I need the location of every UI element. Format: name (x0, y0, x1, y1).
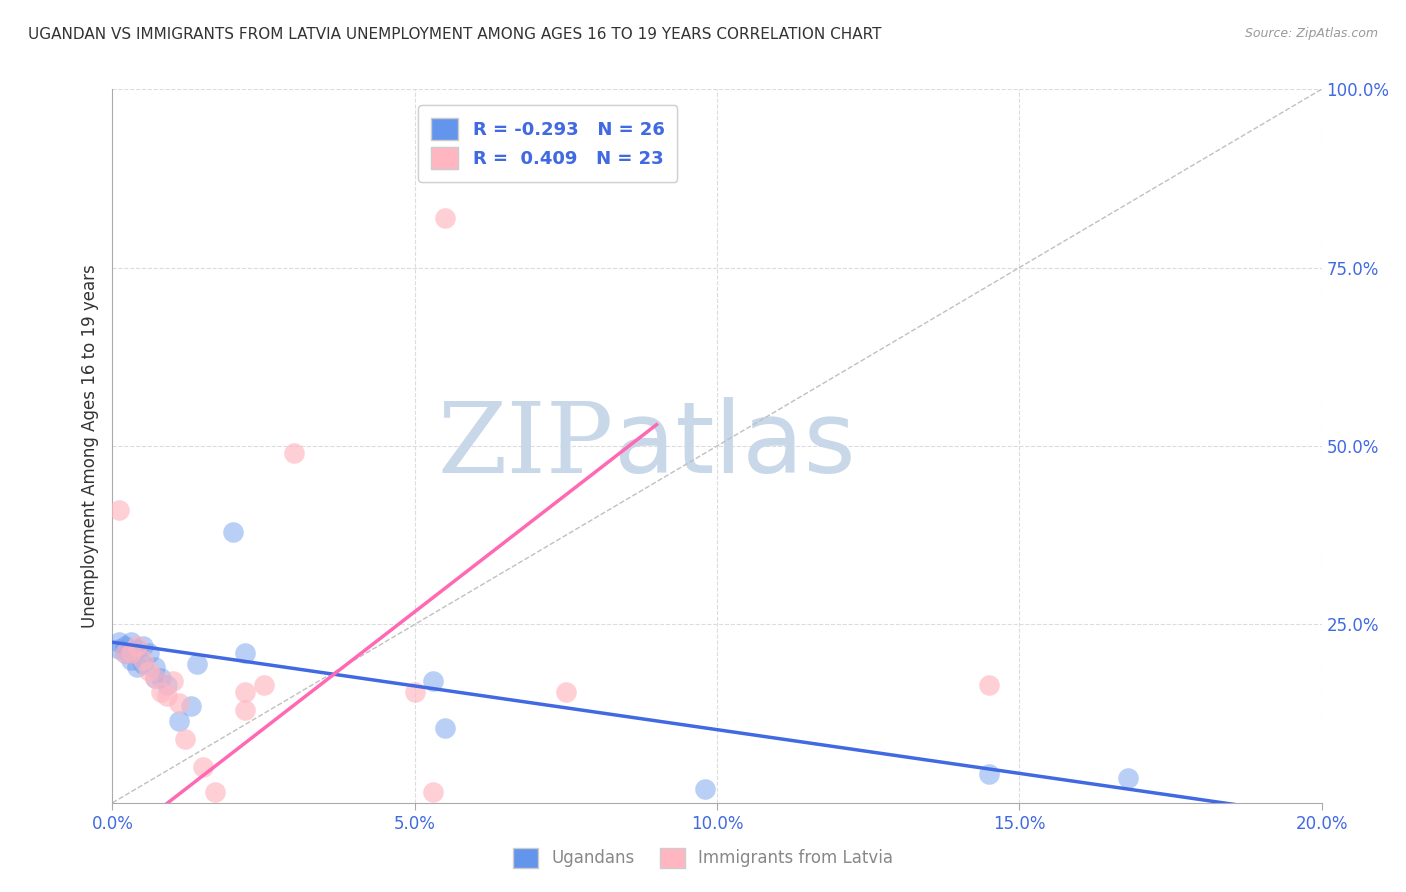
Point (120, 646, 142, 660)
Point (114, 646, 136, 660)
Point (132, 657, 155, 671)
Point (422, 785, 444, 799)
Legend: R = -0.293   N = 26, R =  0.409   N = 23: R = -0.293 N = 26, R = 0.409 N = 23 (419, 105, 678, 182)
Point (422, 674, 444, 689)
Y-axis label: Unemployment Among Ages 16 to 19 years: Unemployment Among Ages 16 to 19 years (80, 264, 98, 628)
Point (132, 653, 155, 667)
Point (162, 674, 184, 689)
Point (180, 699, 202, 714)
Point (125, 642, 148, 657)
Point (186, 657, 208, 671)
Text: Source: ZipAtlas.com: Source: ZipAtlas.com (1244, 27, 1378, 40)
Point (554, 685, 576, 699)
Point (114, 646, 136, 660)
Point (156, 689, 179, 703)
Text: atlas: atlas (614, 398, 856, 494)
Text: UGANDAN VS IMMIGRANTS FROM LATVIA UNEMPLOYMENT AMONG AGES 16 TO 19 YEARS CORRELA: UGANDAN VS IMMIGRANTS FROM LATVIA UNEMPL… (28, 27, 882, 42)
Point (253, 678, 276, 692)
Point (191, 760, 214, 774)
Point (107, 642, 129, 657)
Point (404, 685, 426, 699)
Point (149, 685, 172, 699)
Point (156, 678, 179, 692)
Point (693, 781, 716, 796)
Point (125, 639, 148, 653)
Legend: Ugandans, Immigrants from Latvia: Ugandans, Immigrants from Latvia (506, 841, 900, 875)
Point (120, 646, 142, 660)
Point (138, 646, 160, 660)
Point (433, 211, 456, 225)
Point (114, 639, 136, 653)
Point (132, 639, 155, 653)
Point (138, 664, 160, 678)
Point (204, 785, 226, 799)
Point (120, 653, 142, 667)
Point (235, 685, 257, 699)
Point (174, 731, 197, 746)
Point (222, 524, 245, 539)
Point (143, 671, 166, 685)
Point (107, 503, 129, 517)
Point (143, 671, 166, 685)
Point (433, 721, 456, 735)
Point (977, 767, 1000, 781)
Point (167, 714, 190, 728)
Point (235, 646, 257, 660)
Point (120, 635, 142, 649)
Point (143, 660, 166, 674)
Text: ZIP: ZIP (439, 398, 614, 494)
Point (283, 446, 305, 460)
Point (977, 678, 1000, 692)
Point (125, 660, 148, 674)
Point (107, 635, 129, 649)
Point (1116, 771, 1139, 785)
Point (149, 671, 172, 685)
Point (235, 703, 257, 717)
Point (167, 696, 190, 710)
